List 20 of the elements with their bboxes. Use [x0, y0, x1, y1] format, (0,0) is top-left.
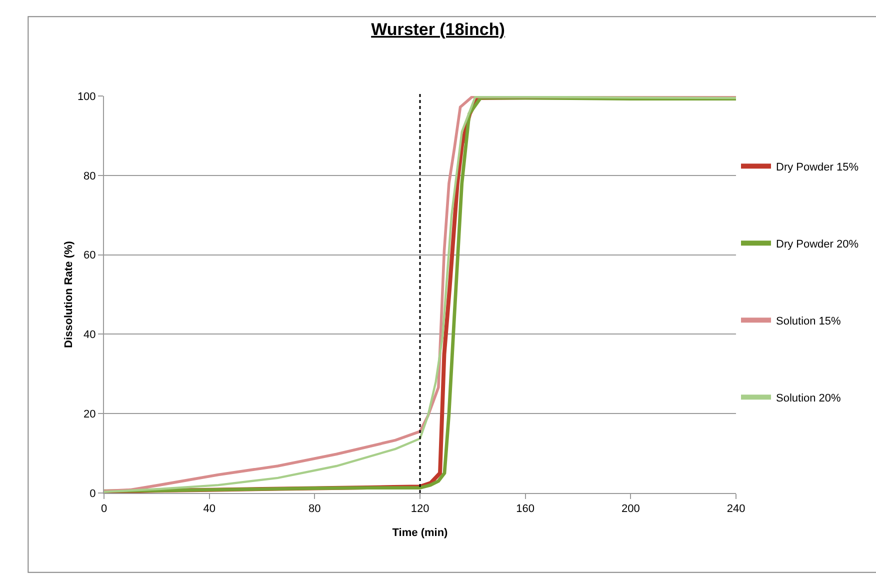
x-tick-label: 120 [410, 503, 430, 516]
x-tick-label: 240 [726, 503, 746, 516]
legend-label: Dry Powder 20% [776, 238, 859, 250]
y-tick-label: 60 [84, 250, 96, 262]
x-tick-label: 200 [621, 503, 640, 516]
y-tick-label: 80 [84, 170, 96, 182]
x-axis-title: Time (min) [392, 527, 448, 539]
y-axis-title: Dissolution Rate (%) [63, 240, 75, 348]
y-tick-label: 20 [84, 408, 96, 420]
x-tick-label: 160 [516, 503, 535, 516]
x-tick-label: 0 [100, 503, 108, 516]
legend-label: Solution 20% [776, 392, 842, 404]
legend-label: Solution 15% [776, 315, 842, 328]
y-tick-label: 40 [84, 329, 96, 342]
chart-title: Wurster (18inch) [371, 20, 505, 39]
legend-label: Dry Powder 15% [776, 161, 859, 174]
x-tick-label: 80 [308, 503, 321, 516]
y-tick-label: 100 [77, 90, 96, 103]
y-tick-label: 0 [90, 488, 96, 500]
x-tick-label: 40 [203, 503, 216, 516]
